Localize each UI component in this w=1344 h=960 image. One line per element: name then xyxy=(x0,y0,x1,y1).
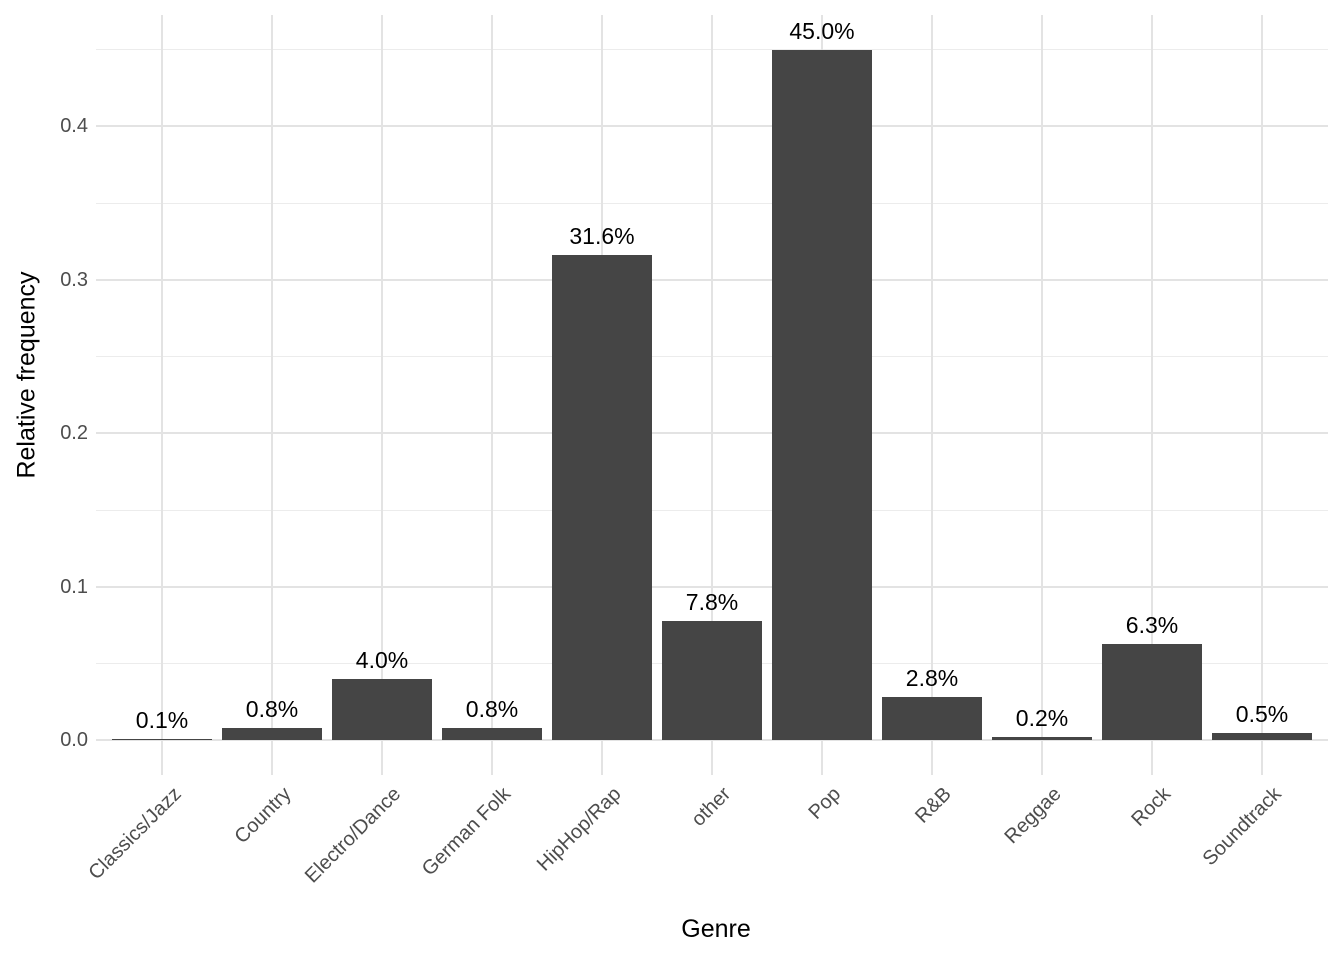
y-tick-label: 0.2 xyxy=(60,422,88,445)
gridline-major-vertical xyxy=(931,15,933,775)
bar-r-b xyxy=(882,697,982,741)
bar-electro-dance xyxy=(332,679,432,741)
bar-value-label: 0.8% xyxy=(245,696,299,723)
x-tick-label: Pop xyxy=(804,783,846,824)
x-tick-label: Reggae xyxy=(1000,783,1066,849)
x-tick-label: Rock xyxy=(1127,783,1176,831)
bar-soundtrack xyxy=(1212,732,1312,741)
gridline-major-vertical xyxy=(491,15,493,775)
gridline-major-vertical xyxy=(1151,15,1153,775)
bar-hiphop-rap xyxy=(552,255,652,741)
bar-pop xyxy=(772,49,872,741)
bar-value-label: 45.0% xyxy=(789,17,855,44)
bar-value-label: 31.6% xyxy=(569,223,635,250)
y-axis-title: Relative frequency xyxy=(12,271,41,479)
x-tick-label: other xyxy=(687,783,736,831)
gridline-major-vertical xyxy=(1261,15,1263,775)
x-tick-label: Soundtrack xyxy=(1198,783,1286,871)
bar-value-label: 6.3% xyxy=(1125,611,1179,638)
bar-value-label: 4.0% xyxy=(355,647,409,674)
x-tick-label: Country xyxy=(230,783,296,849)
y-tick-label: 0.4 xyxy=(60,115,88,138)
gridline-major-vertical xyxy=(161,15,163,775)
bar-rock xyxy=(1102,643,1202,741)
bar-country xyxy=(222,728,322,741)
gridline-major-vertical xyxy=(1041,15,1043,775)
x-tick-label: Electro/Dance xyxy=(301,783,406,888)
y-tick-label: 0.3 xyxy=(60,268,88,291)
gridline-major-vertical xyxy=(711,15,713,775)
bar-value-label: 0.1% xyxy=(135,706,189,733)
bar-german-folk xyxy=(442,728,542,741)
bar-classics-jazz xyxy=(112,738,212,741)
bar-value-label: 0.8% xyxy=(465,696,519,723)
gridline-major-vertical xyxy=(271,15,273,775)
x-tick-label: HipHop/Rap xyxy=(532,783,626,876)
bar-value-label: 7.8% xyxy=(685,588,739,615)
gridline-major-vertical xyxy=(381,15,383,775)
bar-value-label: 0.5% xyxy=(1235,700,1289,727)
plot-panel: 0.1% 0.8% 4.0% 0.8% 31.6% 7.8% 45.0% 2.8% 0.2% 6.… xyxy=(96,15,1328,775)
x-tick-label: R&B xyxy=(910,783,956,828)
bar-value-label: 2.8% xyxy=(905,665,959,692)
x-tick-label: German Folk xyxy=(418,783,516,881)
x-axis-title: Genre xyxy=(681,915,751,943)
y-tick-label: 0.1 xyxy=(60,575,88,598)
y-tick-label: 0.0 xyxy=(60,729,88,752)
bar-reggae xyxy=(992,737,1092,741)
bar-other xyxy=(662,620,762,741)
bar-value-label: 0.2% xyxy=(1015,705,1069,732)
x-tick-label: Classics/Jazz xyxy=(84,783,186,885)
